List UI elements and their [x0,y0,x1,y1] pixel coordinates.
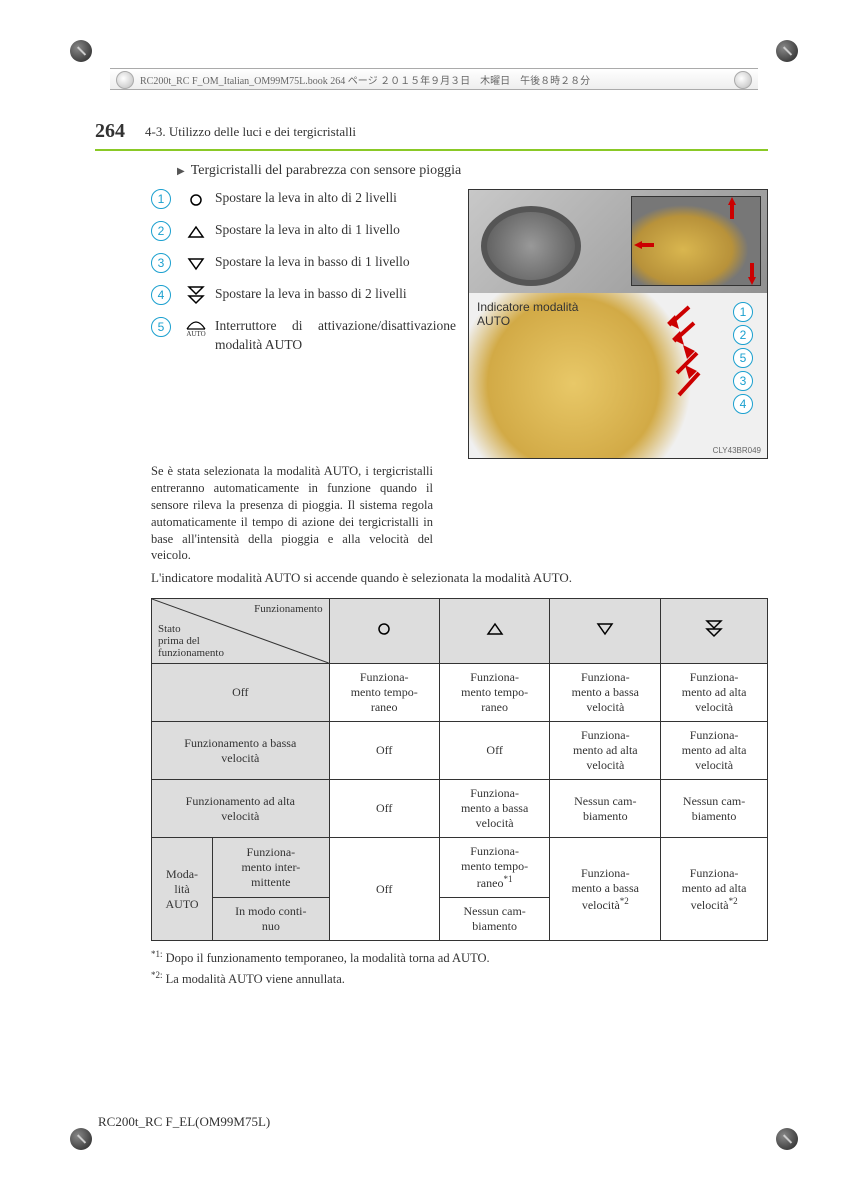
lever-arrows-icon [469,295,768,459]
step-number: 4 [151,285,171,305]
step-symbol-icon [181,285,211,307]
table-cell: Funziona- mento ad alta velocità [550,722,661,780]
step-4: 4 Spostare la leva in basso di 2 livelli [151,285,456,307]
table-cell: Funziona- mento ad alta velocità*2 [661,838,768,941]
table-cell: Funziona- mento tempo- raneo [329,664,439,722]
steering-wheel-illustration-icon [481,206,581,286]
table-cell: Funziona- mento a bassa velocità*2 [550,838,661,941]
table-header-diagonal: Funzionamento Stato prima del funzioname… [152,599,330,664]
auto-paragraph-2: L'indicatore modalità AUTO si accende qu… [151,570,768,586]
table-cell: Nessun cam- biamento [661,780,768,838]
table-row: Funzionamento ad alta velocitàOffFunzion… [152,780,768,838]
table-cell: Funziona- mento tempo- raneo*1 [439,838,550,898]
table-cell: Funziona- mento ad alta velocità [661,664,768,722]
step-text: Spostare la leva in basso di 2 livelli [215,285,456,304]
table-cell: Off [439,722,550,780]
table-cell: Funziona- mento inter- mittente [213,838,330,898]
table-row: Moda- lità AUTOFunziona- mento inter- mi… [152,838,768,898]
table-cell: Funziona- mento a bassa velocità [550,664,661,722]
col-triangle-down [550,599,661,664]
table-cell: Off [329,838,439,941]
table-cell: Funzionamento a bassa velocità [152,722,330,780]
col-triangle-up [439,599,550,664]
table-cell: Off [329,780,439,838]
operation-table: Funzionamento Stato prima del funzioname… [151,598,768,941]
table-cell: Off [329,722,439,780]
step-text: Spostare la leva in alto di 2 livelli [215,189,456,208]
table-header-state: Stato prima del funzionamento [158,623,224,659]
lever-figure: Indicatore modalità AUTO 1 2 5 3 4 CLY4 [468,189,768,459]
print-header-text: RC200t_RC F_OM_Italian_OM99M75L.book 264… [140,72,590,87]
figure-code: CLY43BR049 [713,446,761,455]
page-number: 264 [95,120,125,143]
corner-screw-tl [70,40,92,62]
step-text: Interruttore di attivazione/disattivazio… [215,317,456,355]
lever-inset-illustration [631,196,761,286]
steps-list: 1 Spostare la leva in alto di 2 livelli 2 S… [151,189,456,459]
table-cell: In modo conti- nuo [213,898,330,941]
table-row: OffFunziona- mento tempo- raneoFunziona-… [152,664,768,722]
table-cell: Off [152,664,330,722]
col-circle [329,599,439,664]
table-cell: Funzionamento ad alta velocità [152,780,330,838]
table-cell: Nessun cam- biamento [439,898,550,941]
step-number: 1 [151,189,171,209]
step-symbol-icon [181,189,211,211]
step-number: 3 [151,253,171,273]
step-text: Spostare la leva in basso di 1 livello [215,253,456,272]
print-header-bar: RC200t_RC F_OM_Italian_OM99M75L.book 264… [110,68,758,90]
table-cell: Funziona- mento ad alta velocità [661,722,768,780]
step-text: Spostare la leva in alto di 1 livello [215,221,456,240]
step-number: 2 [151,221,171,241]
step-number: 5 [151,317,171,337]
footnotes: *1: Dopo il funzionamento temporaneo, la… [151,949,768,987]
step-3: 3 Spostare la leva in basso di 1 livello [151,253,456,275]
corner-screw-br [776,1128,798,1150]
table-cell: Funziona- mento tempo- raneo [439,664,550,722]
subtitle: Tergicristalli del parabrezza con sensor… [177,163,768,179]
table-cell: Nessun cam- biamento [550,780,661,838]
col-double-down [661,599,768,664]
table-cell: Moda- lità AUTO [152,838,213,941]
corner-screw-tr [776,40,798,62]
corner-screw-bl [70,1128,92,1150]
table-cell: Funziona- mento a bassa velocità [439,780,550,838]
page-header: 264 4-3. Utilizzo delle luci e dei tergi… [95,120,768,151]
inset-arrows-icon [632,197,762,287]
step-symbol-icon [181,253,211,275]
step-symbol-icon: AUTO [181,317,211,339]
step-2: 2 Spostare la leva in alto di 1 livello [151,221,456,243]
page-footer: RC200t_RC F_EL(OM99M75L) [98,1114,270,1130]
step-symbol-icon [181,221,211,243]
auto-paragraph: Se è stata selezionata la modalità AUTO,… [151,463,433,564]
section-title: 4-3. Utilizzo delle luci e dei tergicris… [145,124,356,140]
table-row: Funzionamento a bassa velocitàOffOffFunz… [152,722,768,780]
step-1: 1 Spostare la leva in alto di 2 livelli [151,189,456,211]
step-5: 5 AUTOInterruttore di attivazione/disatti… [151,317,456,355]
